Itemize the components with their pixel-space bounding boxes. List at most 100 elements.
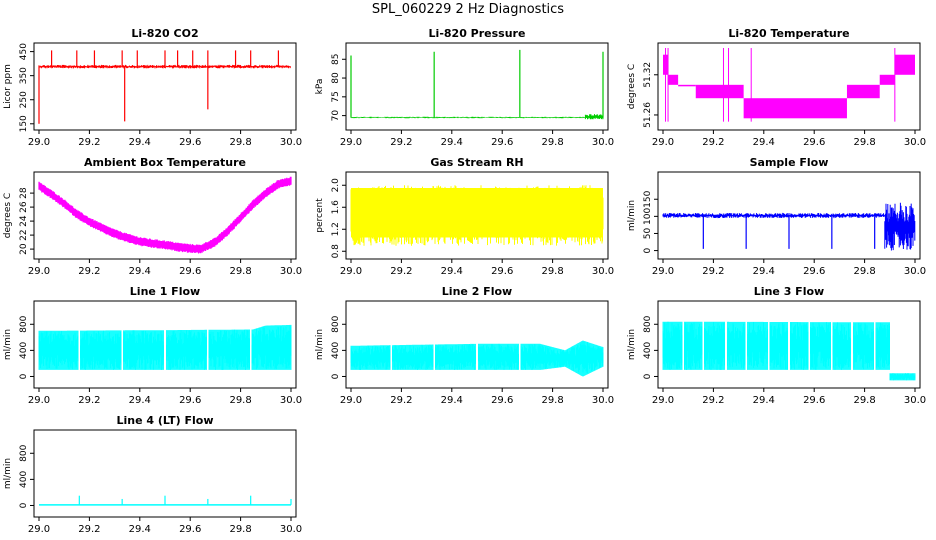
y-tick-label: 150: [19, 115, 29, 132]
y-tick-label: 400: [19, 342, 29, 359]
x-tick-label: 29.2: [390, 137, 412, 148]
chart-panel-7: Line 1 Flow 29.0 29.2 29.4 29.6 29.8 30.0 0 400 8…: [3, 285, 302, 406]
chart-panel-4: Ambient Box Temperature 29.0 29.2 29.4 29.6 2…: [3, 156, 302, 277]
series-rh: [350, 185, 604, 246]
x-tick-label: 29.0: [340, 266, 362, 277]
x-tick-label: 29.6: [491, 395, 513, 406]
data-step: [894, 54, 915, 75]
y-tick-label: 50: [643, 227, 653, 239]
y-tick-label: 400: [19, 471, 29, 488]
x-tick-label: 29.6: [491, 266, 513, 277]
x-tick-label: 29.4: [441, 137, 463, 148]
y-axis-label: ml/min: [3, 329, 13, 360]
x-tick-label: 30.0: [904, 395, 926, 406]
y-tick-label: 800: [19, 315, 29, 332]
x-tick-label: 29.8: [853, 395, 875, 406]
plot-frame: [345, 42, 609, 131]
chart-panel-8: Line 2 Flow 29.0 29.2 29.4 29.6 29.8 30.0 0 400 8…: [315, 285, 614, 406]
chart-panel-5: Gas Stream RH 29.0 29.2 29.4 29.6 29.8 30.0 0.8…: [315, 156, 614, 277]
x-tick-label: 29.8: [541, 395, 563, 406]
plot-frame: [657, 42, 921, 131]
data-step: [879, 74, 895, 85]
data-band: [350, 116, 604, 119]
y-tick-label: 0: [19, 373, 29, 379]
series-co2: [38, 50, 291, 124]
x-tick-label: 29.2: [702, 395, 724, 406]
chart-title: Gas Stream RH: [430, 156, 523, 169]
y-tick-label: 28: [19, 187, 29, 199]
y-tick-label: 450: [19, 43, 29, 60]
x-tick-label: 29.4: [753, 137, 775, 148]
x-tick-label: 30.0: [280, 137, 302, 148]
chart-title: Line 3 Flow: [754, 285, 824, 298]
series-line-4: [39, 495, 292, 506]
x-tick-label: 30.0: [592, 137, 614, 148]
data-step: [846, 84, 880, 99]
x-tick-label: 29.2: [78, 137, 100, 148]
x-tick-label: 29.6: [179, 524, 201, 535]
y-tick-label: 51.26: [643, 102, 653, 128]
plot-frame: [345, 300, 609, 389]
y-axis-label: ml/min: [3, 458, 13, 489]
chart-panel-3: Li-820 Temperature 29.0 29.2 29.4 29.6 29.8 30…: [627, 27, 926, 148]
series-pressure: [350, 49, 604, 120]
y-tick-label: 800: [643, 315, 653, 332]
x-tick-label: 29.4: [441, 395, 463, 406]
x-tick-label: 29.6: [179, 266, 201, 277]
x-tick-label: 29.0: [340, 137, 362, 148]
y-tick-label: 80: [331, 72, 341, 84]
x-tick-label: 29.8: [541, 266, 563, 277]
plot-frame: [345, 171, 609, 260]
chart-title: Li-820 Pressure: [429, 27, 526, 40]
figure-title: SPL_060229 2 Hz Diagnostics: [371, 2, 565, 17]
y-tick-label: 70: [331, 110, 341, 122]
data-band-core: [662, 321, 916, 381]
x-tick-label: 29.8: [853, 266, 875, 277]
y-tick-label: 0: [19, 502, 29, 508]
x-tick-label: 29.0: [652, 266, 674, 277]
series-line-3: [662, 321, 916, 381]
x-tick-label: 29.8: [229, 137, 251, 148]
y-axis-label: kPa: [315, 79, 325, 95]
x-tick-label: 29.8: [541, 137, 563, 148]
chart-title: Li-820 Temperature: [728, 27, 849, 40]
x-tick-label: 29.2: [702, 266, 724, 277]
x-tick-label: 29.8: [853, 137, 875, 148]
y-tick-label: 0: [331, 373, 341, 379]
x-tick-label: 30.0: [280, 395, 302, 406]
y-tick-label: 24: [19, 215, 29, 227]
x-tick-label: 29.6: [803, 266, 825, 277]
plot-frame: [33, 171, 297, 260]
y-tick-label: 26: [19, 201, 29, 213]
chart-title: Sample Flow: [750, 156, 829, 169]
y-axis-label: ml/min: [627, 329, 637, 360]
x-tick-label: 29.0: [28, 266, 50, 277]
x-tick-label: 29.6: [179, 395, 201, 406]
y-tick-label: 85: [331, 54, 341, 65]
x-tick-label: 29.6: [179, 137, 201, 148]
data-step: [678, 84, 696, 87]
y-tick-label: 800: [331, 315, 341, 332]
series-line-2: [350, 340, 604, 377]
plot-frame: [33, 42, 297, 131]
y-axis-label: degrees C: [627, 64, 637, 109]
data-band-core: [38, 324, 292, 370]
y-tick-label: 100: [643, 207, 653, 224]
x-tick-label: 30.0: [280, 524, 302, 535]
x-tick-label: 29.0: [28, 137, 50, 148]
x-tick-label: 30.0: [280, 266, 302, 277]
y-tick-label: 1.6: [331, 200, 341, 215]
x-tick-label: 29.2: [390, 266, 412, 277]
x-tick-label: 29.6: [803, 395, 825, 406]
x-tick-label: 29.4: [753, 266, 775, 277]
chart-panel-9: Line 3 Flow 29.0 29.2 29.4 29.6 29.8 30.0 0 400 8…: [627, 285, 926, 406]
series-ambient: [38, 176, 292, 254]
y-tick-label: 20: [19, 243, 29, 255]
chart-panel-6: Sample Flow 29.0 29.2 29.4 29.6 29.8 30.0 0 50 10…: [627, 156, 926, 277]
series-temperature: [663, 48, 915, 122]
data-band: [584, 114, 604, 120]
series-sample-flow: [662, 202, 916, 251]
chart-panel-10: Line 4 (LT) Flow 29.0 29.2 29.4 29.6 29.8 30.0…: [3, 414, 302, 535]
plot-frame: [657, 300, 921, 389]
y-tick-label: 250: [19, 91, 29, 108]
